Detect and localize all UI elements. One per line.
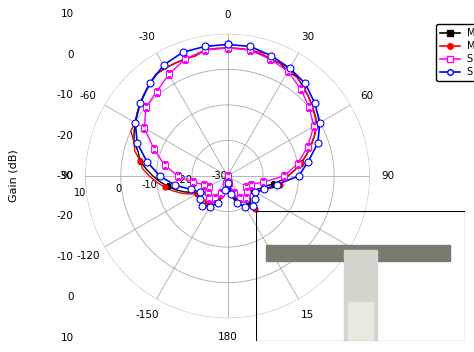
Text: 30: 30: [301, 32, 314, 42]
Text: -60: -60: [80, 91, 97, 101]
Text: 90: 90: [382, 171, 395, 181]
Text: 90: 90: [60, 171, 73, 181]
Text: 0: 0: [67, 293, 74, 302]
Bar: [344, 250, 377, 341]
Text: -10: -10: [57, 90, 74, 100]
Bar: [348, 302, 373, 341]
Text: 60: 60: [360, 91, 373, 101]
Text: -150: -150: [136, 310, 159, 320]
Text: -10: -10: [141, 180, 157, 190]
Text: Gain (dB): Gain (dB): [9, 150, 18, 202]
Legend: Meas. E-plane, Meas. H-plane, Sim. E-plane, Sim. H-plane: Meas. E-plane, Meas. H-plane, Sim. E-pla…: [436, 24, 474, 81]
Text: -20: -20: [57, 212, 74, 221]
Text: 0: 0: [224, 10, 231, 20]
Text: -30: -30: [139, 32, 155, 42]
Bar: [266, 245, 450, 261]
Text: 10: 10: [61, 9, 74, 19]
Text: 180: 180: [218, 332, 237, 342]
Text: 15: 15: [301, 310, 314, 320]
Text: -30: -30: [212, 171, 228, 181]
Text: -120: -120: [77, 251, 100, 261]
Text: 10: 10: [74, 188, 86, 198]
Text: 10: 10: [61, 333, 74, 343]
Text: 0: 0: [116, 184, 122, 194]
Text: 0: 0: [67, 50, 74, 59]
Text: -20: -20: [176, 175, 192, 186]
Text: -20: -20: [57, 131, 74, 140]
Text: -10: -10: [57, 252, 74, 262]
Text: -30: -30: [57, 171, 74, 181]
